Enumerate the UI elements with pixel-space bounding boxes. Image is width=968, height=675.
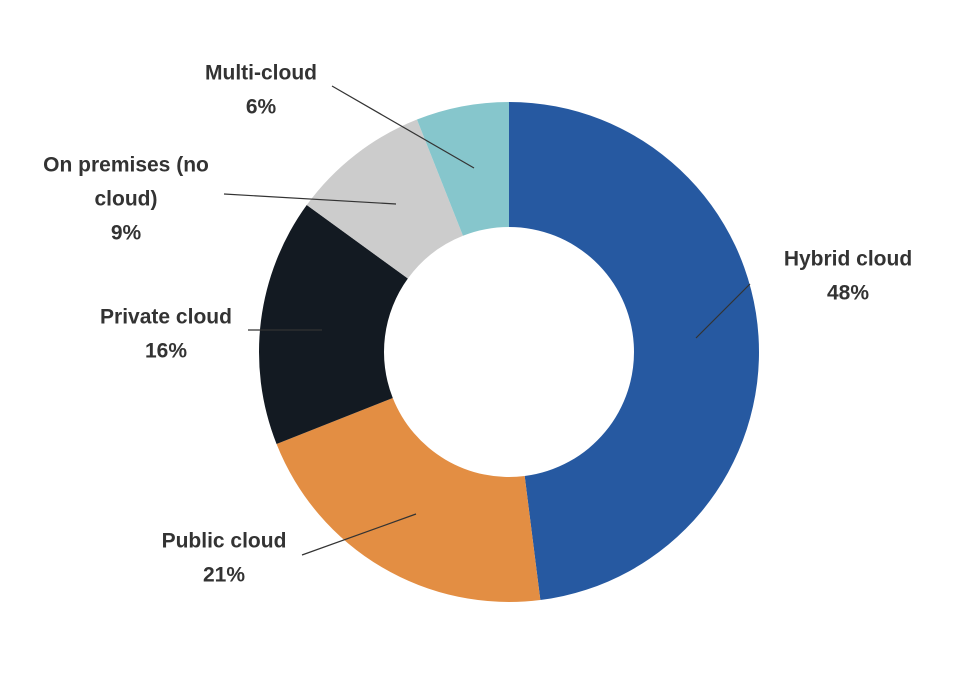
- slices-layer: [259, 102, 760, 602]
- value-label: 48%: [827, 281, 869, 304]
- slice-private-cloud: [259, 205, 408, 445]
- category-label: Hybrid cloud: [784, 247, 912, 270]
- slice-multi-cloud: [416, 102, 509, 236]
- category-label: Multi-cloud: [205, 61, 317, 84]
- leader-lines-layer: [223, 85, 751, 556]
- category-label: cloud): [95, 187, 158, 210]
- leader-line-hybrid-cloud: [695, 283, 751, 339]
- value-label: 9%: [111, 221, 142, 244]
- slice-hybrid-cloud: [509, 102, 760, 601]
- category-label: Private cloud: [100, 305, 232, 328]
- value-label: 21%: [203, 563, 245, 586]
- data-label-public-cloud: Public cloud 21%: [162, 529, 287, 586]
- data-label-on-premises-no-cloud: On premises (no cloud) 9%: [43, 153, 209, 244]
- data-label-hybrid-cloud: Hybrid cloud 48%: [784, 247, 912, 304]
- leader-line-on-premises-no-cloud: [223, 193, 397, 205]
- data-label-multi-cloud: Multi-cloud 6%: [205, 61, 317, 118]
- leader-line-public-cloud: [301, 513, 417, 556]
- data-label-private-cloud: Private cloud 16%: [100, 305, 232, 362]
- labels-layer: Hybrid cloud 48% Public cloud 21% Private cl…: [43, 61, 912, 586]
- leader-line-multi-cloud: [331, 85, 475, 169]
- value-label: 16%: [145, 339, 187, 362]
- category-label: Public cloud: [162, 529, 287, 552]
- slice-public-cloud: [276, 398, 541, 602]
- slice-on-premises-no-cloud: [306, 119, 463, 279]
- value-label: 6%: [246, 95, 277, 118]
- category-label: On premises (no: [43, 153, 209, 176]
